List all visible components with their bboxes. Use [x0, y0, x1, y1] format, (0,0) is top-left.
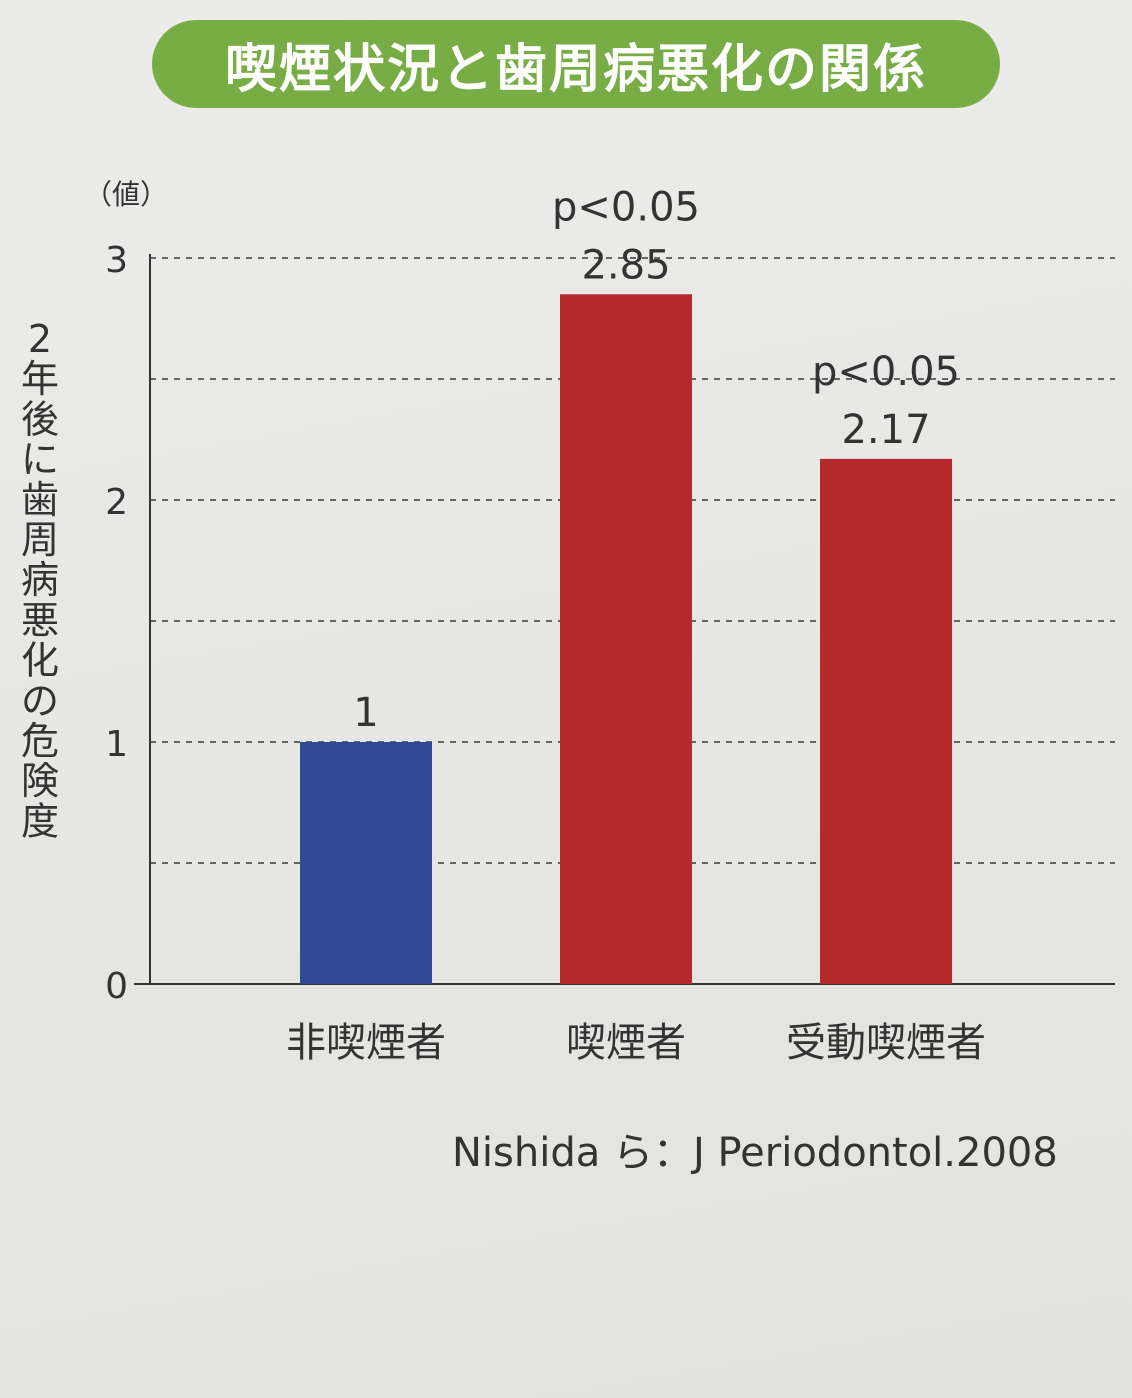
x-tick-label: 非喫煙者	[286, 1020, 446, 1066]
chart-title: 喫煙状況と歯周病悪化の関係	[224, 39, 927, 100]
y-axis-title-char: 病	[21, 558, 59, 602]
y-tick-label: 1	[105, 724, 128, 765]
y-axis-title-char: 険	[21, 759, 59, 803]
bars	[300, 294, 952, 984]
y-axis-title-char: 度	[21, 799, 59, 843]
x-tick-label: 喫煙者	[566, 1020, 686, 1066]
y-axis-title-char: 2	[28, 317, 52, 361]
y-axis-title-char: 年	[21, 357, 59, 401]
y-tick-label: 0	[105, 966, 128, 1007]
x-tick-label: 受動喫煙者	[786, 1020, 986, 1066]
y-tick-label: 3	[105, 240, 128, 281]
bar-受動喫煙者	[820, 458, 952, 984]
y-axis-title-char: の	[21, 679, 59, 723]
y-unit-label: （値）	[84, 178, 168, 211]
bar-喫煙者	[560, 294, 692, 984]
title-banner: 喫煙状況と歯周病悪化の関係	[152, 20, 1000, 108]
y-axis-title-char: に	[21, 438, 59, 482]
source-citation: Nishida ら：J Periodontol.2008	[452, 1130, 1058, 1176]
y-axis-title-char: 周	[21, 518, 59, 562]
p-value-annotation: p<0.05	[812, 349, 960, 395]
y-axis-title-char: 化	[21, 639, 59, 683]
y-axis-title-char: 歯	[21, 478, 59, 522]
p-value-annotation: p<0.05	[552, 184, 700, 230]
y-axis-title-char: 危	[21, 719, 59, 763]
data-label: 1	[353, 690, 378, 736]
data-label: 2.85	[581, 242, 670, 288]
data-label: 2.17	[841, 407, 930, 453]
labels: 1 非喫煙者 2.85 p<0.05 喫煙者 2.17 p<0.05 受動喫煙者	[286, 184, 986, 1066]
y-axis-title-char: 悪	[21, 598, 59, 642]
y-tick-label: 2	[105, 482, 128, 523]
bar-非喫煙者	[300, 742, 432, 984]
y-axis-title-char: 後	[21, 397, 59, 441]
